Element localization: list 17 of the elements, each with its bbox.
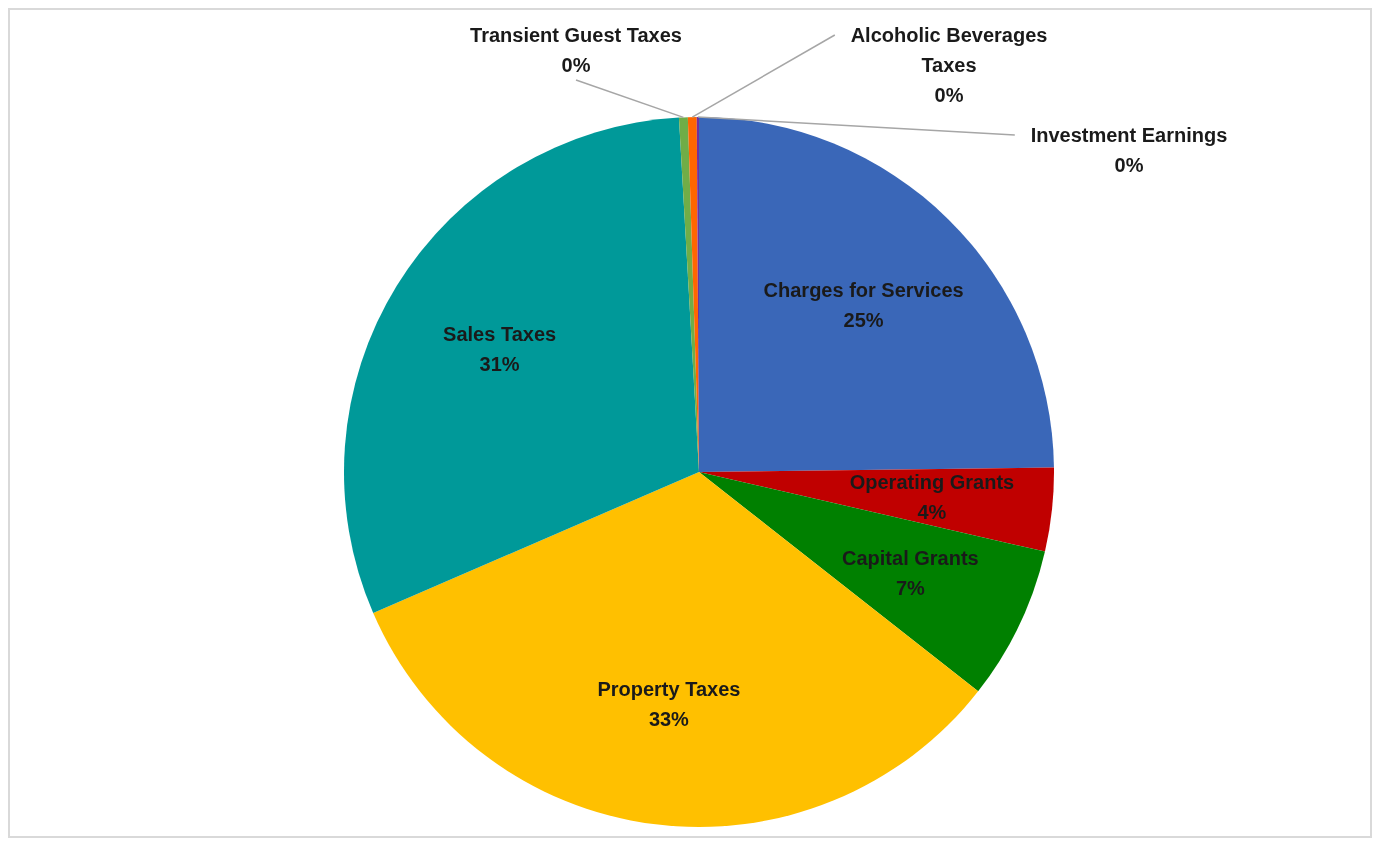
data-label: 4%: [917, 500, 947, 523]
slice-label: Capital Grants: [842, 547, 979, 570]
data-label: 33%: [648, 708, 690, 731]
data-label: 25%: [843, 309, 884, 332]
slice-label: Transient Guest Taxes: [470, 24, 682, 46]
slice-label: Investment Earnings: [1030, 124, 1228, 146]
slice-label: Charges for Services: [763, 279, 964, 302]
data-label: 7%: [895, 577, 926, 600]
data-label: 0%: [561, 54, 591, 76]
pie-slice: [344, 117, 699, 613]
slice-label: Alcoholic Beverages Taxes: [850, 24, 1048, 76]
slice-label: Property Taxes: [597, 678, 741, 701]
data-label: 31%: [479, 352, 520, 375]
data-label: 0%: [1114, 154, 1144, 176]
slice-label: Operating Grants: [849, 470, 1015, 493]
slice-label: Sales Taxes: [443, 322, 557, 345]
data-label: 0%: [934, 84, 964, 106]
